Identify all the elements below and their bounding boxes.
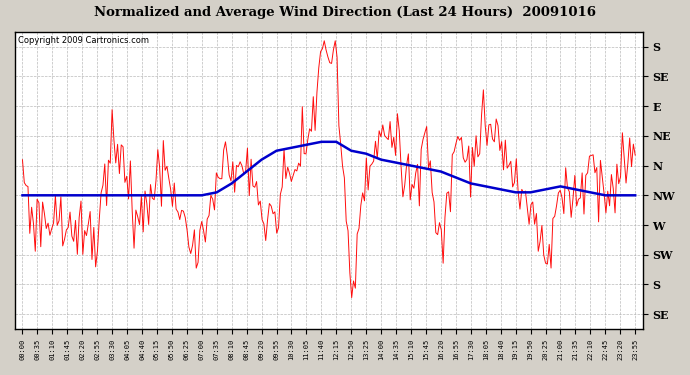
Text: Normalized and Average Wind Direction (Last 24 Hours)  20091016: Normalized and Average Wind Direction (L…: [94, 6, 596, 19]
Text: Copyright 2009 Cartronics.com: Copyright 2009 Cartronics.com: [18, 36, 149, 45]
